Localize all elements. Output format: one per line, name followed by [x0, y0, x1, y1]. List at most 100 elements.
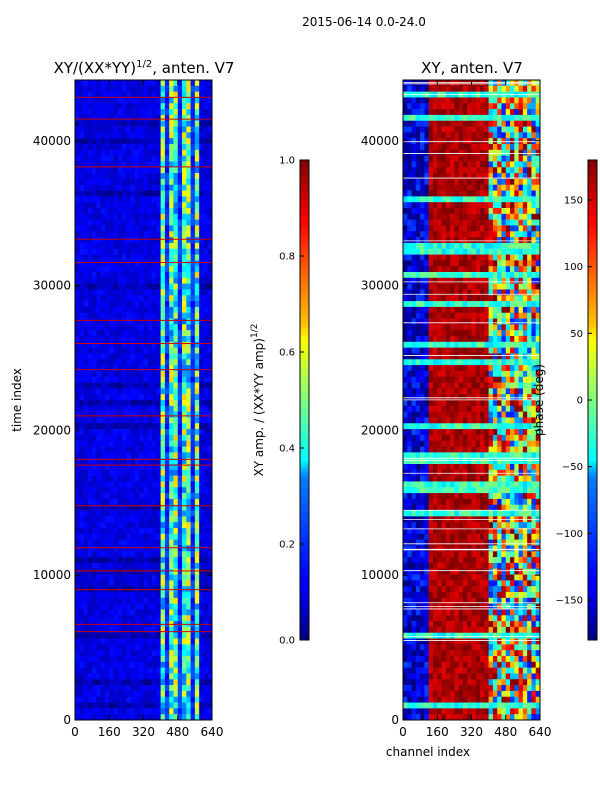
- heatmap-cell: [203, 115, 208, 121]
- heatmap-cell: [523, 156, 528, 162]
- heatmap-cell: [497, 225, 502, 231]
- heatmap-cell: [131, 708, 136, 714]
- heatmap-cell: [182, 592, 187, 598]
- heatmap-cell: [126, 243, 131, 249]
- heatmap-cell: [182, 115, 187, 121]
- heatmap-cell: [84, 522, 89, 528]
- heatmap-cell: [178, 429, 183, 435]
- heatmap-cell: [75, 173, 80, 179]
- heatmap-cell: [144, 173, 149, 179]
- heatmap-cell: [122, 668, 127, 674]
- heatmap-cell: [476, 161, 481, 167]
- heatmap-cell: [450, 196, 455, 202]
- heatmap-cell: [161, 150, 166, 156]
- heatmap-cell: [79, 196, 84, 202]
- heatmap-cell: [161, 452, 166, 458]
- heatmap-cell: [118, 301, 123, 307]
- heatmap-cell: [139, 557, 144, 563]
- heatmap-cell: [412, 161, 417, 167]
- heatmap-cell: [96, 231, 101, 237]
- heatmap-cell: [173, 656, 178, 662]
- heatmap-cell: [152, 592, 157, 598]
- heatmap-cell: [118, 127, 123, 133]
- heatmap-cell: [84, 499, 89, 505]
- heatmap-cell: [203, 231, 208, 237]
- heatmap-cell: [165, 220, 170, 226]
- heatmap-cell: [523, 272, 528, 278]
- heatmap-cell: [148, 511, 153, 517]
- heatmap-cell: [489, 179, 494, 185]
- heatmap-cell: [156, 412, 161, 418]
- heatmap-cell: [195, 92, 200, 98]
- heatmap-cell: [442, 86, 447, 92]
- amplitude-colorbar-gradient: [300, 160, 309, 640]
- heatmap-cell: [165, 703, 170, 709]
- heatmap-cell: [510, 295, 515, 301]
- heatmap-cell: [199, 679, 204, 685]
- heatmap-cell: [161, 144, 166, 150]
- heatmap-cell: [472, 272, 477, 278]
- heatmap-cell: [79, 132, 84, 138]
- heatmap-cell: [165, 708, 170, 714]
- heatmap-cell: [144, 80, 149, 86]
- heatmap-cell: [480, 284, 485, 290]
- heatmap-cell: [114, 656, 119, 662]
- heatmap-cell: [96, 348, 101, 354]
- heatmap-cell: [429, 307, 434, 313]
- heatmap-cell: [96, 289, 101, 295]
- heatmap-cell: [75, 447, 80, 453]
- heatmap-cell: [527, 150, 532, 156]
- heatmap-cell: [114, 348, 119, 354]
- heatmap-cell: [472, 266, 477, 272]
- heatmap-cell: [463, 272, 468, 278]
- heatmap-cell: [126, 703, 131, 709]
- heatmap-cell: [497, 144, 502, 150]
- heatmap-cell: [131, 487, 136, 493]
- heatmap-cell: [105, 225, 110, 231]
- heatmap-cell: [173, 569, 178, 575]
- heatmap-cell: [75, 516, 80, 522]
- heatmap-cell: [182, 639, 187, 645]
- heatmap-cell: [178, 580, 183, 586]
- heatmap-cell: [105, 511, 110, 517]
- heatmap-cell: [450, 295, 455, 301]
- heatmap-cell: [101, 400, 106, 406]
- heatmap-cell: [126, 353, 131, 359]
- heatmap-cell: [118, 487, 123, 493]
- heatmap-cell: [510, 196, 515, 202]
- heatmap-cell: [519, 231, 524, 237]
- heatmap-cell: [407, 225, 412, 231]
- heatmap-cell: [484, 167, 489, 173]
- heatmap-cell: [96, 301, 101, 307]
- heatmap-cell: [139, 191, 144, 197]
- heatmap-cell: [118, 243, 123, 249]
- heatmap-cell: [169, 673, 174, 679]
- heatmap-cell: [199, 639, 204, 645]
- heatmap-cell: [126, 656, 131, 662]
- heatmap-cell: [152, 121, 157, 127]
- heatmap-cell: [186, 289, 191, 295]
- heatmap-cell: [437, 313, 442, 319]
- heatmap-cell: [84, 92, 89, 98]
- heatmap-cell: [109, 173, 114, 179]
- heatmap-cell: [467, 225, 472, 231]
- heatmap-cell: [135, 441, 140, 447]
- heatmap-cell: [139, 703, 144, 709]
- heatmap-cell: [186, 644, 191, 650]
- heatmap-cell: [135, 377, 140, 383]
- heatmap-cell: [195, 97, 200, 103]
- heatmap-cell: [191, 400, 196, 406]
- heatmap-cell: [144, 668, 149, 674]
- heatmap-cell: [501, 231, 506, 237]
- heatmap-cell: [156, 225, 161, 231]
- heatmap-cell: [79, 220, 84, 226]
- heatmap-cell: [165, 260, 170, 266]
- heatmap-cell: [178, 679, 183, 685]
- heatmap-cell: [135, 266, 140, 272]
- heatmap-cell: [437, 225, 442, 231]
- heatmap-cell: [459, 272, 464, 278]
- heatmap-cell: [186, 545, 191, 551]
- heatmap-cell: [118, 470, 123, 476]
- heatmap-cell: [199, 511, 204, 517]
- heatmap-cell: [199, 92, 204, 98]
